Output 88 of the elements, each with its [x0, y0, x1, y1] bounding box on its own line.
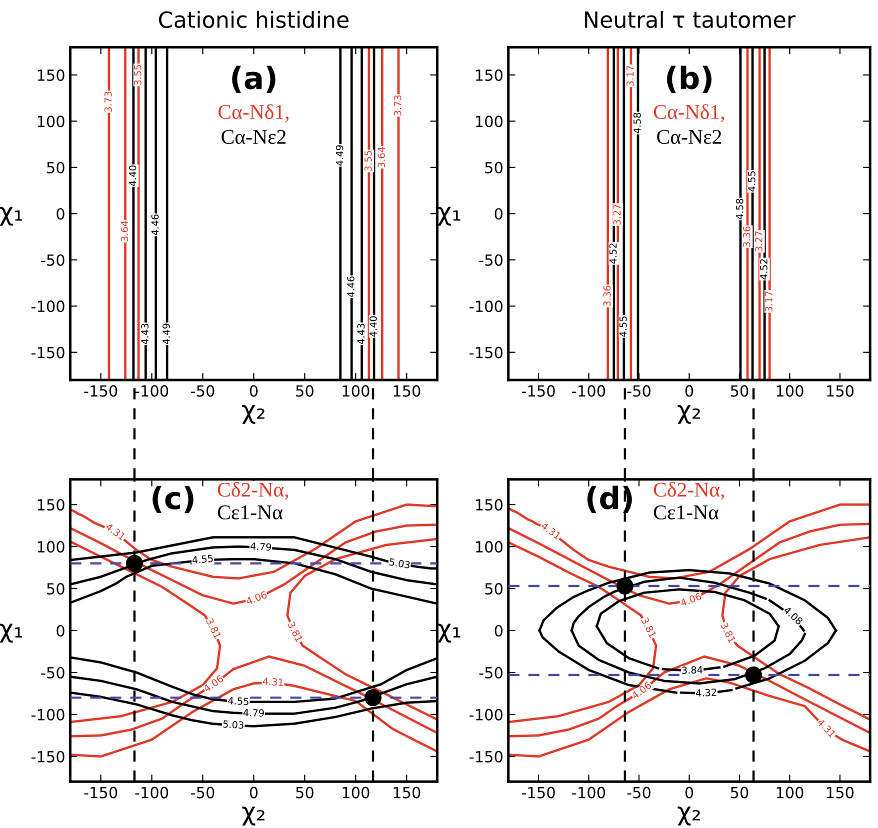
- x-tick-label: -150: [84, 385, 118, 397]
- x-tick-label: 100: [776, 385, 804, 397]
- y-tick-label: 0: [56, 624, 64, 637]
- y-tick-label: -50: [479, 254, 502, 266]
- y-tick-label: 150: [476, 499, 502, 511]
- x-tick-label: 0: [250, 385, 258, 397]
- annotation: Cα-Nδ1,: [218, 104, 289, 122]
- x-tick-label: 150: [827, 786, 854, 798]
- series-label: 3.81: [720, 622, 736, 644]
- x-tick-label: 100: [776, 786, 804, 798]
- annotation: (b): [666, 66, 712, 93]
- series-label: 4.31: [540, 522, 562, 540]
- x-tick-label: 50: [730, 385, 748, 397]
- y-tick-label: -150: [470, 750, 502, 762]
- y-tick-label: -50: [479, 666, 502, 679]
- series-label: 4.06: [631, 681, 652, 700]
- x-tick-label: 0: [250, 786, 258, 798]
- series-label: 4.06: [680, 592, 702, 607]
- x-tick-label: -50: [627, 786, 650, 798]
- y-axis-title: χ₁: [0, 206, 22, 226]
- x-tick-label: 0: [685, 385, 694, 397]
- x-tick-label: 0: [685, 786, 694, 798]
- y-tick-label: 100: [476, 116, 502, 128]
- x-axis-title: χ₂: [678, 405, 700, 424]
- annotation: Cα-Nδ1,: [654, 104, 724, 122]
- y-tick-label: 150: [38, 499, 64, 511]
- y-tick-label: 0: [56, 208, 64, 220]
- y-tick-label: 50: [485, 583, 502, 595]
- y-tick-label: 150: [476, 69, 502, 81]
- x-tick-label: 150: [827, 385, 854, 397]
- x-tick-label: -150: [522, 385, 555, 397]
- y-tick-label: 50: [47, 583, 64, 595]
- x-axis-title: χ₂: [242, 806, 264, 826]
- x-tick-label: 100: [342, 786, 370, 798]
- x-tick-label: -100: [135, 786, 168, 798]
- y-tick-label: -150: [470, 346, 502, 358]
- y-tick-label: -150: [31, 346, 64, 358]
- y-tick-label: 0: [494, 624, 502, 637]
- annotation: (d): [587, 486, 632, 514]
- y-tick-label: -100: [470, 300, 502, 312]
- annotation: Cδ2-Nα,: [654, 482, 724, 500]
- series-label: 4.31: [105, 522, 126, 540]
- annotation: Cε1-Nα: [654, 505, 719, 520]
- annotation: Cα-Nε2: [222, 130, 286, 144]
- x-tick-label: -100: [572, 786, 606, 798]
- y-axis-title: χ₁: [0, 624, 22, 643]
- y-axis-title: χ₁: [438, 624, 460, 643]
- x-tick-label: 50: [296, 385, 314, 397]
- x-tick-label: -150: [84, 786, 118, 798]
- y-tick-label: -50: [41, 254, 64, 266]
- x-tick-label: 100: [342, 385, 370, 397]
- y-tick-label: 100: [476, 541, 502, 553]
- chart-title: Cationic histidine: [159, 10, 349, 28]
- y-tick-label: -150: [31, 750, 64, 762]
- y-axis-title: χ₁: [438, 206, 460, 226]
- x-tick-label: -150: [522, 786, 555, 798]
- annotation: (a): [232, 66, 276, 93]
- x-tick-label: -50: [191, 385, 214, 397]
- x-axis-title: χ₂: [678, 806, 700, 826]
- annotation: (c): [152, 486, 194, 514]
- y-tick-label: 100: [38, 116, 64, 128]
- x-tick-label: -100: [135, 385, 168, 397]
- x-tick-label: -50: [627, 385, 650, 397]
- x-axis-title: χ₂: [242, 405, 264, 424]
- y-tick-label: -50: [41, 666, 64, 679]
- y-tick-label: 50: [485, 162, 502, 174]
- x-tick-label: -100: [572, 385, 606, 397]
- y-tick-label: -100: [470, 708, 502, 720]
- series-label: 3.81: [641, 616, 657, 638]
- annotation: Cα-Nε2: [657, 130, 722, 144]
- series-label: 3.81: [287, 621, 304, 642]
- y-tick-label: -100: [31, 708, 64, 720]
- annotation: Cδ2-Nα,: [218, 482, 288, 500]
- annotation: Cε1-Nα: [218, 505, 283, 520]
- series-label: 4.06: [202, 674, 224, 693]
- series-label: 3.81: [206, 618, 222, 639]
- x-tick-label: 50: [296, 786, 314, 798]
- x-tick-label: -50: [191, 786, 214, 798]
- y-tick-label: 150: [38, 69, 64, 81]
- x-tick-label: 150: [394, 385, 420, 397]
- y-tick-label: -100: [31, 300, 64, 312]
- x-tick-label: 50: [730, 786, 748, 798]
- x-tick-label: 150: [394, 786, 420, 798]
- series-label: 4.08: [783, 606, 804, 626]
- y-tick-label: 100: [38, 541, 64, 553]
- chart-title: Neutral τ tautomer: [585, 10, 796, 28]
- y-tick-label: 50: [47, 162, 64, 174]
- y-tick-label: 0: [494, 208, 502, 220]
